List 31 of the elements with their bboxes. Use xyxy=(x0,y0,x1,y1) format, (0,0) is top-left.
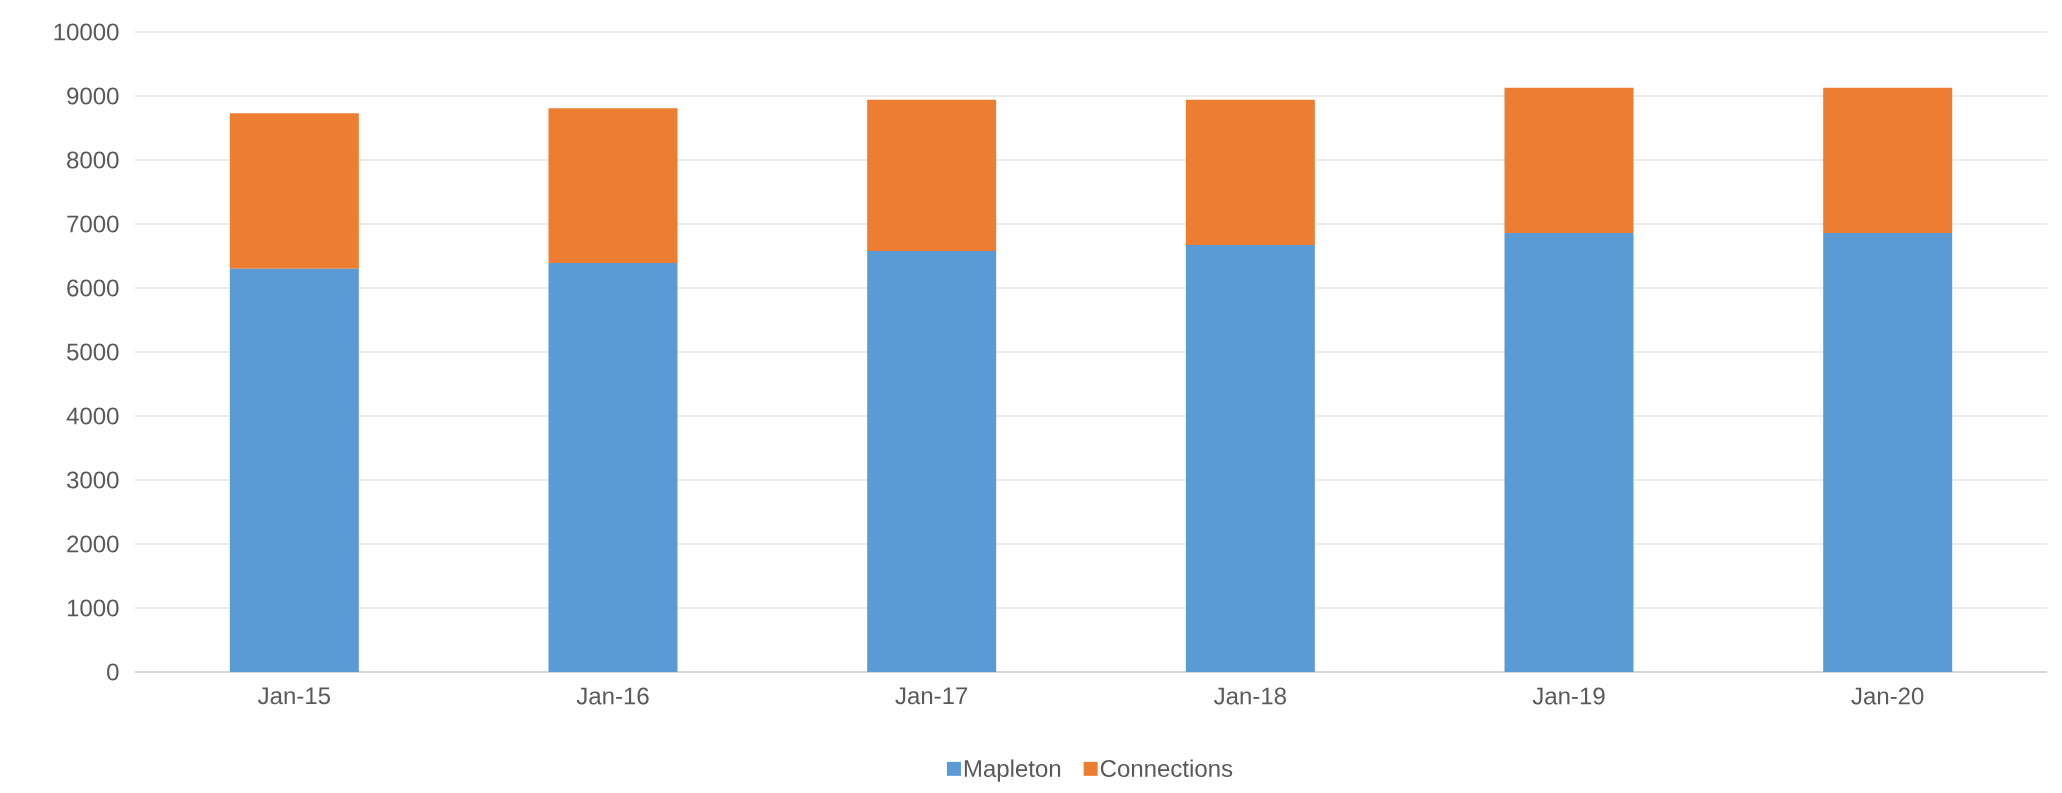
x-tick-label: Jan-20 xyxy=(1851,687,1924,705)
y-tick-label: 1000 xyxy=(67,599,119,617)
bar xyxy=(1823,87,1953,233)
y-tick-label: 8000 xyxy=(67,151,119,169)
bar xyxy=(1185,245,1315,672)
legend-label: Mapleton xyxy=(964,759,1061,782)
bar xyxy=(867,250,997,672)
y-tick-label: 6000 xyxy=(67,279,119,297)
bar xyxy=(1504,232,1634,672)
y-tick-label: 3000 xyxy=(66,471,119,489)
bar xyxy=(1185,99,1315,246)
bar xyxy=(867,99,997,251)
bar xyxy=(548,108,678,264)
y-tick-label: 10000 xyxy=(54,23,119,41)
x-tick-label: Jan-19 xyxy=(1532,687,1605,705)
x-tick-label: Jan-18 xyxy=(1214,687,1286,705)
bar xyxy=(1823,232,1953,672)
bar xyxy=(229,113,359,269)
bar xyxy=(229,268,359,672)
x-tick-label: Jan-16 xyxy=(576,687,649,705)
bar xyxy=(1504,87,1634,233)
x-tick-label: Jan-15 xyxy=(258,687,331,705)
y-tick-label: 2000 xyxy=(67,535,119,553)
y-tick-label: 9000 xyxy=(67,87,119,105)
bar xyxy=(548,263,678,672)
x-tick-label: Jan-17 xyxy=(895,687,968,705)
y-tick-label: 5000 xyxy=(67,343,119,361)
legend-label: Connections xyxy=(1100,759,1233,778)
y-tick-label: 4000 xyxy=(66,407,119,425)
y-tick-label: 7000 xyxy=(67,215,119,233)
y-tick-label: 0 xyxy=(107,663,119,681)
